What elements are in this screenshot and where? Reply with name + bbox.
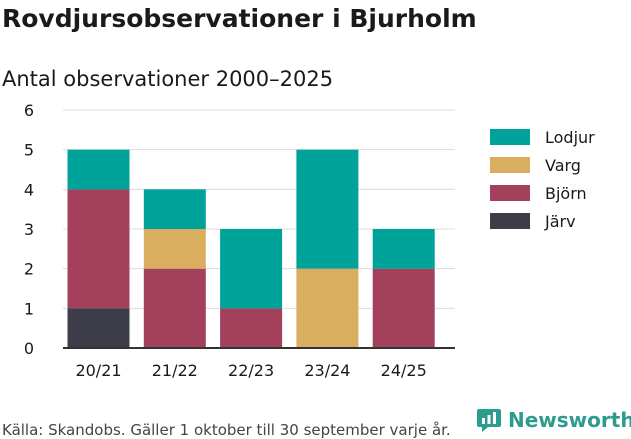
x-tick-label: 23/24 xyxy=(304,361,350,380)
bar-segment-järv xyxy=(67,308,130,348)
bar-segment-björn xyxy=(143,268,206,348)
y-tick-label: 4 xyxy=(24,180,34,199)
x-tick-label: 20/21 xyxy=(75,361,121,380)
chart-title: Rovdjursobservationer i Bjurholm xyxy=(2,4,477,33)
bar-segment-lodjur xyxy=(220,229,283,309)
bar-segment-lodjur xyxy=(372,229,435,269)
x-axis-ticks: 20/21 21/22 22/23 23/24 24/25 xyxy=(75,361,426,380)
newsworthy-logo-icon xyxy=(477,409,501,432)
legend-label-lodjur: Lodjur xyxy=(545,128,595,147)
legend: Lodjur Varg Björn Järv xyxy=(490,128,595,231)
bar-segment-lodjur xyxy=(143,189,206,229)
legend-swatch-järv xyxy=(490,213,530,229)
bar-segment-varg xyxy=(296,268,359,348)
source-note: Källa: Skandobs. Gäller 1 oktober till 3… xyxy=(2,421,451,439)
bar-segment-björn xyxy=(372,268,435,348)
bar-segment-björn xyxy=(67,189,130,309)
brand-name: Newsworthy xyxy=(508,408,631,432)
legend-swatch-björn xyxy=(490,185,530,201)
chart-subtitle: Antal observationer 2000–2025 xyxy=(2,67,334,91)
legend-label-varg: Varg xyxy=(545,156,581,175)
legend-label-järv: Järv xyxy=(544,212,576,231)
bar-segment-lodjur xyxy=(67,149,130,190)
bar-segment-björn xyxy=(220,308,283,348)
bar-segment-lodjur xyxy=(296,149,359,269)
bar-segment-varg xyxy=(143,229,206,269)
y-tick-label: 2 xyxy=(24,260,34,279)
x-tick-label: 24/25 xyxy=(381,361,427,380)
y-tick-label: 0 xyxy=(24,339,34,358)
y-axis-ticks: 0 1 2 3 4 5 6 xyxy=(24,101,34,358)
legend-swatch-lodjur xyxy=(490,129,530,145)
bars xyxy=(67,149,435,348)
x-tick-label: 22/23 xyxy=(228,361,274,380)
y-tick-label: 3 xyxy=(24,220,34,239)
legend-swatch-varg xyxy=(490,157,530,173)
y-tick-label: 6 xyxy=(24,101,34,120)
y-tick-label: 5 xyxy=(24,141,34,160)
x-tick-label: 21/22 xyxy=(152,361,198,380)
y-tick-label: 1 xyxy=(24,299,34,318)
brand: Newsworthy xyxy=(476,407,631,433)
legend-label-björn: Björn xyxy=(545,184,587,203)
